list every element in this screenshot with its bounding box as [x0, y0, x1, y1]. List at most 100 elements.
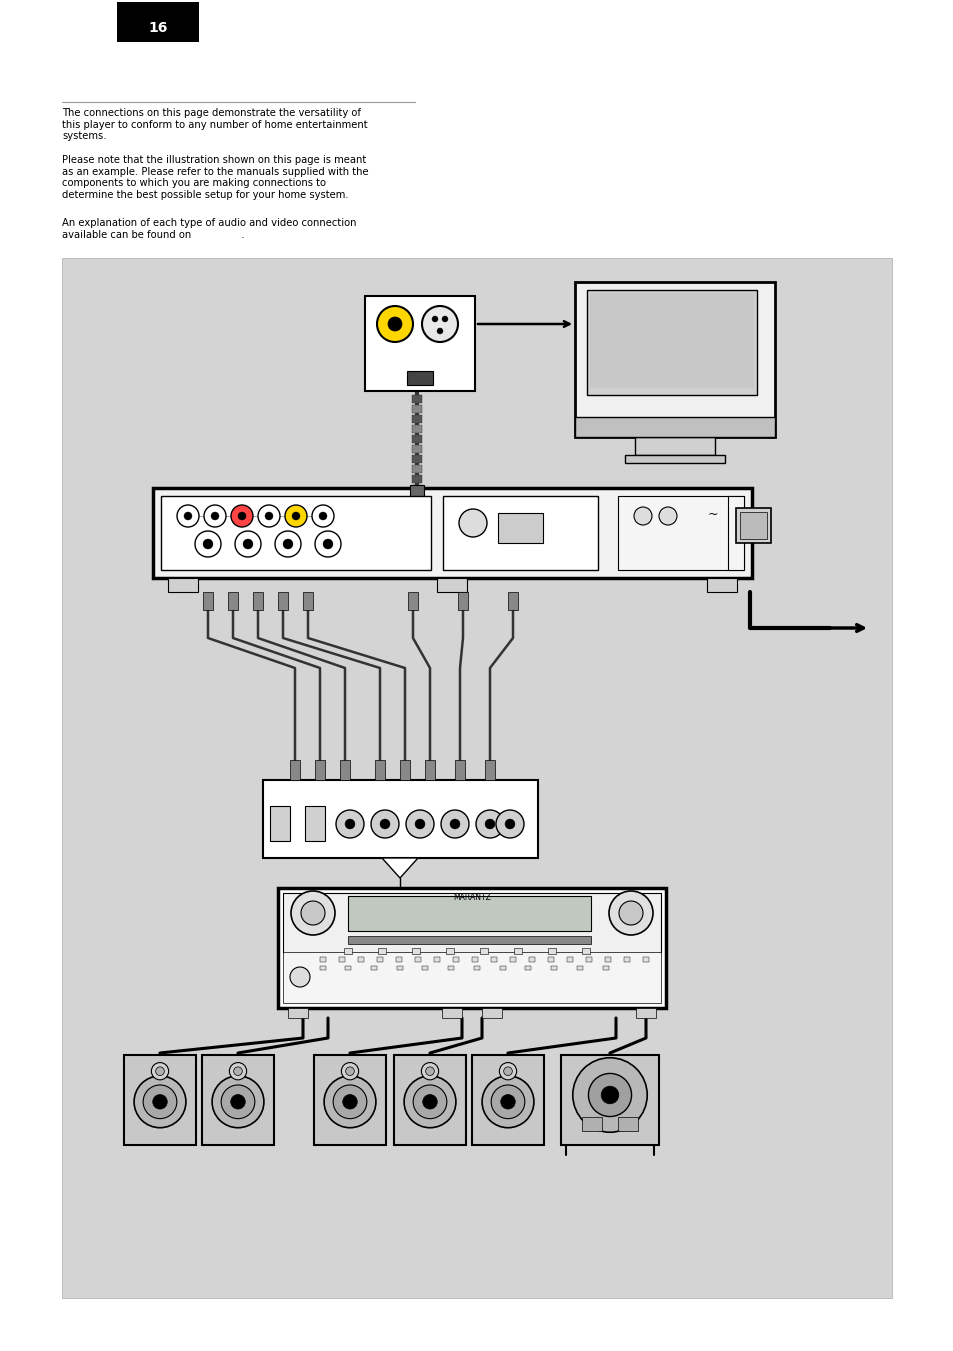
Bar	[623, 957, 629, 962]
Bar	[421, 966, 428, 970]
Circle shape	[498, 1062, 517, 1079]
Bar	[581, 948, 589, 954]
Bar	[566, 957, 573, 962]
Circle shape	[379, 819, 390, 830]
Circle shape	[221, 1085, 254, 1119]
Circle shape	[404, 1075, 456, 1128]
Bar	[408, 592, 417, 611]
Text: MARANTZ: MARANTZ	[453, 893, 491, 902]
Circle shape	[421, 1062, 438, 1079]
Bar	[345, 966, 351, 970]
Bar	[303, 592, 313, 611]
Bar	[497, 513, 542, 543]
Bar	[551, 966, 557, 970]
Bar	[371, 966, 376, 970]
Bar	[407, 372, 433, 385]
Circle shape	[333, 1085, 367, 1119]
Circle shape	[291, 892, 335, 935]
Bar	[727, 496, 743, 570]
Bar	[484, 761, 495, 780]
Circle shape	[500, 1094, 515, 1109]
Text: 16: 16	[148, 22, 168, 35]
Circle shape	[211, 512, 219, 520]
Bar	[740, 512, 766, 539]
Bar	[339, 761, 350, 780]
Bar	[415, 957, 420, 962]
Bar	[577, 966, 582, 970]
Bar	[510, 957, 516, 962]
Text: Please note that the illustration shown on this page is meant
as an example. Ple: Please note that the illustration shown …	[62, 155, 368, 200]
Circle shape	[503, 1067, 512, 1075]
Bar	[314, 761, 325, 780]
Circle shape	[194, 531, 221, 557]
Bar	[161, 496, 431, 570]
Circle shape	[659, 507, 677, 526]
Circle shape	[371, 811, 398, 838]
Circle shape	[436, 328, 442, 334]
Bar	[472, 957, 477, 962]
Circle shape	[415, 819, 424, 830]
Bar	[412, 405, 421, 413]
Bar	[305, 807, 325, 842]
Circle shape	[152, 1062, 169, 1079]
Bar	[202, 1055, 274, 1146]
Circle shape	[231, 505, 253, 527]
Bar	[168, 578, 198, 592]
Bar	[618, 1117, 638, 1131]
Bar	[507, 592, 517, 611]
Bar	[288, 1008, 308, 1019]
Bar	[348, 936, 590, 944]
Circle shape	[323, 539, 333, 549]
Circle shape	[491, 1085, 524, 1119]
Bar	[399, 761, 410, 780]
Bar	[581, 1117, 601, 1131]
Bar	[412, 394, 421, 403]
Circle shape	[184, 512, 192, 520]
Bar	[491, 957, 497, 962]
Bar	[642, 957, 648, 962]
Circle shape	[422, 1094, 436, 1109]
Bar	[585, 957, 592, 962]
Circle shape	[413, 1085, 446, 1119]
Bar	[474, 966, 479, 970]
Bar	[319, 957, 326, 962]
Circle shape	[588, 1074, 631, 1116]
Bar	[365, 296, 475, 390]
Bar	[441, 1008, 461, 1019]
Circle shape	[421, 305, 457, 342]
Bar	[283, 893, 660, 952]
Bar	[394, 1055, 465, 1146]
Bar	[453, 957, 458, 962]
Circle shape	[234, 531, 261, 557]
Circle shape	[634, 507, 651, 526]
Bar	[152, 488, 751, 578]
Bar	[604, 957, 610, 962]
Circle shape	[134, 1075, 186, 1128]
Bar	[499, 966, 505, 970]
Bar	[375, 761, 385, 780]
Circle shape	[342, 1094, 356, 1109]
Circle shape	[345, 1067, 354, 1075]
Bar	[270, 807, 290, 842]
Circle shape	[481, 1075, 534, 1128]
Circle shape	[152, 1094, 167, 1109]
Circle shape	[450, 819, 459, 830]
Circle shape	[203, 539, 213, 549]
Circle shape	[458, 509, 486, 536]
Bar	[357, 957, 364, 962]
Bar	[410, 485, 423, 500]
Bar	[395, 957, 401, 962]
Circle shape	[406, 811, 434, 838]
Circle shape	[257, 505, 280, 527]
Circle shape	[155, 1067, 164, 1075]
Circle shape	[496, 811, 523, 838]
Bar	[706, 578, 737, 592]
Circle shape	[484, 819, 495, 830]
Bar	[424, 761, 435, 780]
Circle shape	[285, 505, 307, 527]
Bar	[412, 948, 419, 954]
Circle shape	[441, 316, 448, 322]
Circle shape	[314, 531, 340, 557]
Bar	[735, 508, 770, 543]
Circle shape	[600, 1086, 618, 1104]
